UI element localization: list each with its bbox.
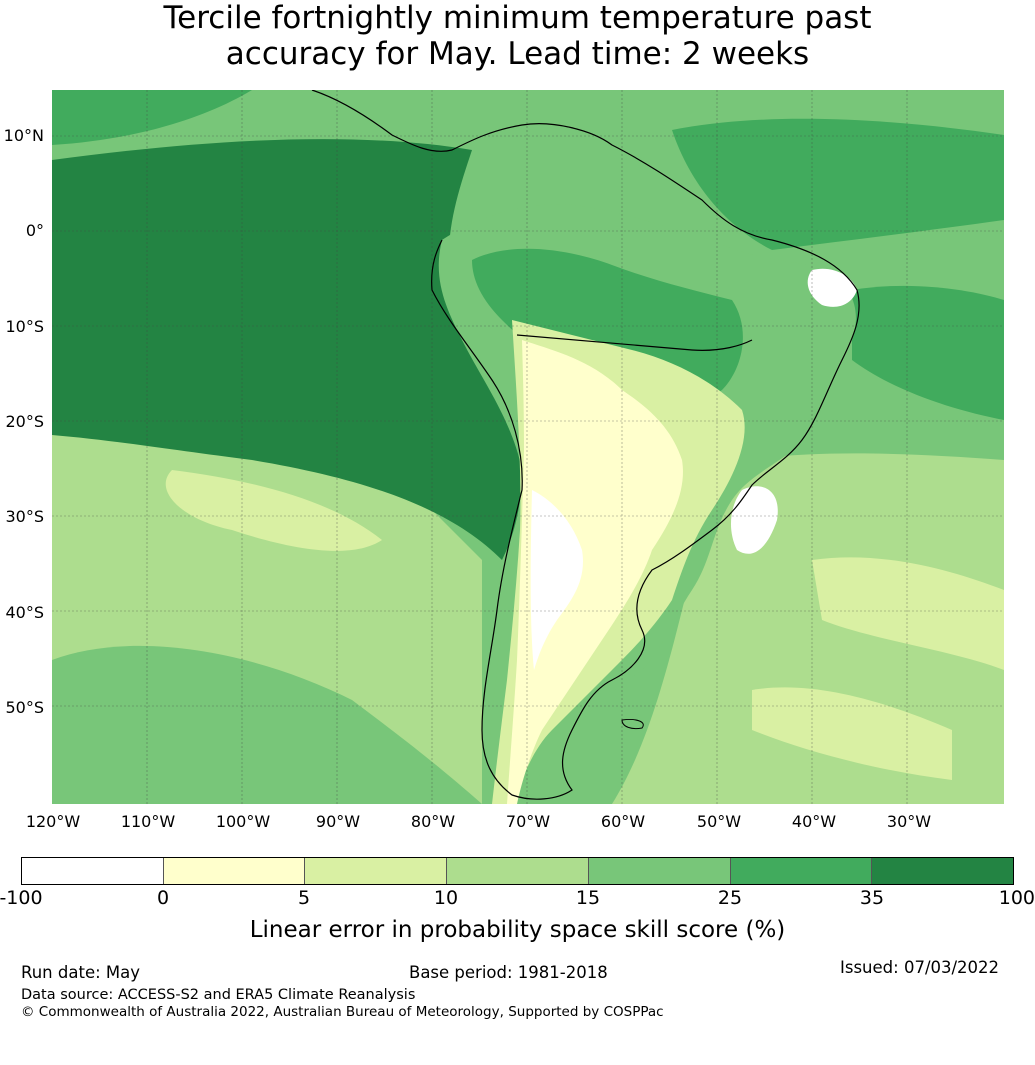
skill-score-map	[52, 90, 1004, 804]
colorbar-tick-10: 10	[433, 887, 459, 909]
lon-label-120w: 120°W	[25, 812, 81, 831]
region-south-pacific-mid	[52, 645, 482, 804]
lon-label-40w: 40°W	[791, 812, 837, 831]
base-period: Base period: 1981-2018	[409, 963, 608, 982]
colorbar-segment-35-100	[872, 858, 1014, 884]
region-andes-interior	[507, 340, 683, 804]
region-low-skill-northeast	[807, 268, 857, 307]
colorbar-tick-35: 35	[859, 887, 885, 909]
lat-label-10s: 10°S	[5, 317, 44, 336]
colorbar-tick-100: 100	[998, 887, 1035, 909]
region-low-skill-coast	[730, 486, 778, 554]
colorbar-tick-25: 25	[717, 887, 743, 909]
lon-label-70w: 70°W	[505, 812, 551, 831]
map-title: Tercile fortnightly minimum temperature …	[0, 0, 1035, 72]
lat-label-20s: 20°S	[5, 412, 44, 431]
region-low-skill-andes	[530, 490, 583, 670]
lat-label-30s: 30°S	[5, 507, 44, 526]
colorbar-segment-0-5	[163, 858, 306, 884]
region-atlantic-pale	[812, 557, 1004, 670]
lon-label-30w: 30°W	[886, 812, 932, 831]
lon-label-100w: 100°W	[215, 812, 271, 831]
lat-label-50s: 50°S	[5, 698, 44, 717]
lon-label-90w: 90°W	[315, 812, 361, 831]
colorbar-tick-5: 5	[297, 887, 311, 909]
lat-label-10n: 10°N	[3, 126, 44, 145]
amazon-river	[516, 334, 753, 351]
copyright-notice: © Commonwealth of Australia 2022, Austra…	[21, 1004, 664, 1020]
colorbar-segment-15-25	[588, 858, 731, 884]
lon-label-80w: 80°W	[410, 812, 456, 831]
region-atlantic-pale-2	[752, 687, 952, 780]
lon-label-50w: 50°W	[696, 812, 742, 831]
colorbar-label: Linear error in probability space skill …	[249, 917, 786, 943]
lat-label-0: 0°	[25, 221, 44, 240]
region-tropical-pacific-dark	[52, 139, 522, 560]
region-north-pacific	[52, 90, 252, 145]
colorbar-segment-neg100-0	[22, 858, 164, 884]
run-date: Run date: May	[21, 963, 141, 982]
colorbar-segment-25-35	[730, 858, 873, 884]
colorbar-tick-neg100: -100	[0, 887, 43, 909]
title-line-1: Tercile fortnightly minimum temperature …	[163, 0, 872, 36]
lon-label-60w: 60°W	[600, 812, 646, 831]
region-pacific-pale	[165, 470, 382, 551]
region-equatorial-atlantic	[852, 285, 1004, 420]
region-tropical-atlantic	[672, 118, 1004, 250]
lon-label-110w: 110°W	[120, 812, 176, 831]
colorbar-segment-10-15	[447, 858, 589, 884]
falkland-islands	[621, 719, 644, 730]
colorbar	[21, 857, 1014, 885]
data-source: Data source: ACCESS-S2 and ERA5 Climate …	[21, 987, 416, 1003]
title-line-2: accuracy for May. Lead time: 2 weeks	[225, 36, 810, 72]
lat-label-40s: 40°S	[5, 603, 44, 622]
colorbar-tick-0: 0	[156, 887, 170, 909]
colorbar-tick-15: 15	[575, 887, 601, 909]
issued-date: Issued: 07/03/2022	[840, 958, 1000, 977]
graticule	[52, 90, 1004, 804]
coastline	[311, 90, 860, 800]
colorbar-segment-5-10	[305, 858, 448, 884]
